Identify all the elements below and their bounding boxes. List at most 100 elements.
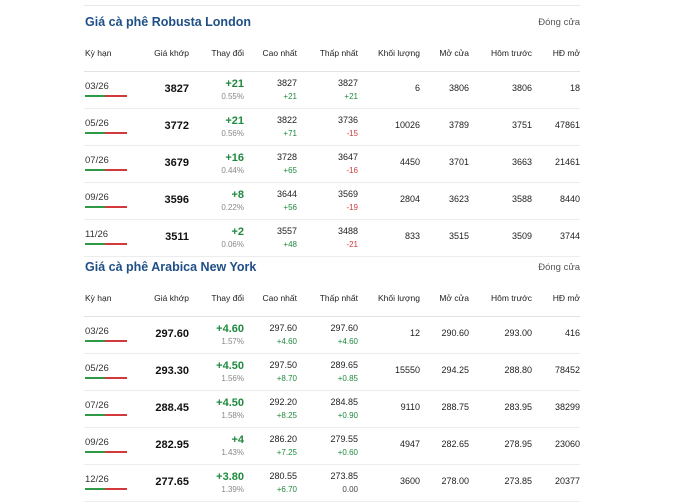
high-value: 286.20 (269, 434, 297, 444)
low-value: 297.60 (330, 323, 358, 333)
low-change: -21 (346, 240, 358, 249)
term-label: 12/26 (85, 474, 109, 485)
match-price: 282.95 (155, 439, 189, 451)
prev-value: 288.80 (504, 365, 532, 375)
match-price: 3596 (164, 194, 189, 206)
match-price: 3772 (164, 120, 189, 132)
match-price: 297.60 (155, 328, 189, 340)
open-value: 3806 (448, 83, 469, 93)
table-row[interactable]: 07/26 288.45 +4.50 1.58% 292.20 +8.25 284.85 +0… (84, 391, 580, 428)
term-label: 09/26 (85, 437, 109, 448)
open-interest-value: 21461 (554, 157, 580, 167)
arabica-header: Giá cà phê Arabica New York Đóng cửa (84, 257, 580, 279)
col-term: Kỳ hạn (85, 48, 112, 58)
prev-value: 3806 (511, 83, 532, 93)
robusta-section: Giá cà phê Robusta London Đóng cửa Kỳ hạ… (84, 12, 580, 257)
open-value: 3701 (448, 157, 469, 167)
prev-value: 3751 (511, 120, 532, 130)
prev-value: 273.85 (504, 476, 532, 486)
high-value: 280.55 (269, 471, 297, 481)
low-value: 3569 (337, 189, 358, 199)
table-row[interactable]: 11/26 3511 +2 0.06% 3557 +48 3488 -21 833 3515 350… (84, 220, 580, 257)
range-bar (85, 451, 127, 453)
volume-value: 9110 (400, 402, 420, 412)
high-value: 297.60 (269, 323, 297, 333)
change-percent: 1.39% (221, 485, 244, 494)
change-percent: 0.55% (221, 92, 244, 101)
term-label: 07/26 (85, 400, 109, 411)
open-interest-value: 18 (569, 83, 580, 93)
table-row[interactable]: 07/26 3679 +16 0.44% 3728 +65 3647 -16 4450 3701 3… (84, 146, 580, 183)
col-high: Cao nhất (262, 48, 298, 58)
change-value: +16 (225, 152, 244, 164)
high-value: 3827 (276, 78, 297, 88)
arabica-title: Giá cà phê Arabica New York (85, 260, 257, 274)
low-value: 273.85 (330, 471, 358, 481)
table-row[interactable]: 05/26 293.30 +4.50 1.56% 297.50 +8.70 289.65 +0… (84, 354, 580, 391)
open-value: 3789 (448, 120, 469, 130)
table-row[interactable]: 12/26 277.65 +3.80 1.39% 280.55 +6.70 273.85 0.… (84, 465, 580, 502)
robusta-title: Giá cà phê Robusta London (85, 15, 251, 29)
term-label: 03/26 (85, 326, 109, 337)
match-price: 288.45 (155, 402, 189, 414)
match-price: 277.65 (155, 476, 189, 488)
col-term: Kỳ hạn (85, 293, 112, 303)
low-change: +4.60 (337, 337, 358, 346)
open-interest-value: 8440 (559, 194, 580, 204)
prev-value: 278.95 (504, 439, 532, 449)
table-row[interactable]: 03/26 297.60 +4.60 1.57% 297.60 +4.60 297.60 +4… (84, 317, 580, 354)
term-label: 03/26 (85, 81, 109, 92)
col-change: Thay đổi (211, 48, 244, 58)
change-percent: 0.44% (221, 166, 244, 175)
range-bar (85, 95, 127, 97)
high-value: 297.50 (269, 360, 297, 370)
col-price: Giá khớp (154, 293, 189, 303)
volume-value: 10026 (394, 120, 420, 130)
table-row[interactable]: 03/26 3827 +21 0.55% 3827 +21 3827 +21 6 3806 3806… (84, 72, 580, 109)
match-price: 293.30 (155, 365, 189, 377)
change-value: +2 (231, 226, 244, 238)
term-label: 09/26 (85, 192, 109, 203)
high-change: +6.70 (276, 485, 297, 494)
high-change: +4.60 (276, 337, 297, 346)
low-change: -16 (346, 166, 358, 175)
volume-value: 4450 (399, 157, 420, 167)
match-price: 3827 (164, 83, 189, 95)
term-label: 05/26 (85, 363, 109, 374)
col-open: Mở cửa (439, 48, 469, 58)
match-price: 3679 (164, 157, 189, 169)
arabica-table-body: 03/26 297.60 +4.60 1.57% 297.60 +4.60 297.60 +4… (84, 317, 580, 502)
open-value: 294.25 (441, 365, 469, 375)
col-open: Mở cửa (439, 293, 469, 303)
low-value: 3647 (337, 152, 358, 162)
high-value: 3557 (276, 226, 297, 236)
change-percent: 1.43% (221, 448, 244, 457)
change-percent: 0.22% (221, 203, 244, 212)
high-change: +8.25 (276, 411, 297, 420)
low-change: +0.85 (337, 374, 358, 383)
change-value: +4 (231, 434, 244, 446)
prev-value: 3663 (511, 157, 532, 167)
change-value: +8 (231, 189, 244, 201)
open-value: 290.60 (441, 328, 469, 338)
volume-value: 833 (404, 231, 420, 241)
volume-value: 4947 (399, 439, 420, 449)
low-change: +21 (344, 92, 358, 101)
range-bar (85, 206, 127, 208)
high-change: +56 (283, 203, 297, 212)
open-interest-value: 78452 (554, 365, 580, 375)
range-bar (85, 132, 127, 134)
col-oi: HĐ mở (552, 293, 580, 303)
table-row[interactable]: 09/26 282.95 +4 1.43% 286.20 +7.25 279.55 +0.60… (84, 428, 580, 465)
change-value: +4.50 (216, 397, 244, 409)
open-value: 3515 (448, 231, 469, 241)
high-change: +71 (283, 129, 297, 138)
col-price: Giá khớp (154, 48, 189, 58)
high-value: 3822 (276, 115, 297, 125)
change-value: +4.60 (216, 323, 244, 335)
table-row[interactable]: 05/26 3772 +21 0.56% 3822 +71 3736 -15 10026 3789… (84, 109, 580, 146)
robusta-table-header: Kỳ hạn Giá khớp Thay đổi Cao nhất Thấp n… (84, 41, 580, 72)
col-oi: HĐ mở (552, 48, 580, 58)
table-row[interactable]: 09/26 3596 +8 0.22% 3644 +56 3569 -19 2804 3623 35… (84, 183, 580, 220)
